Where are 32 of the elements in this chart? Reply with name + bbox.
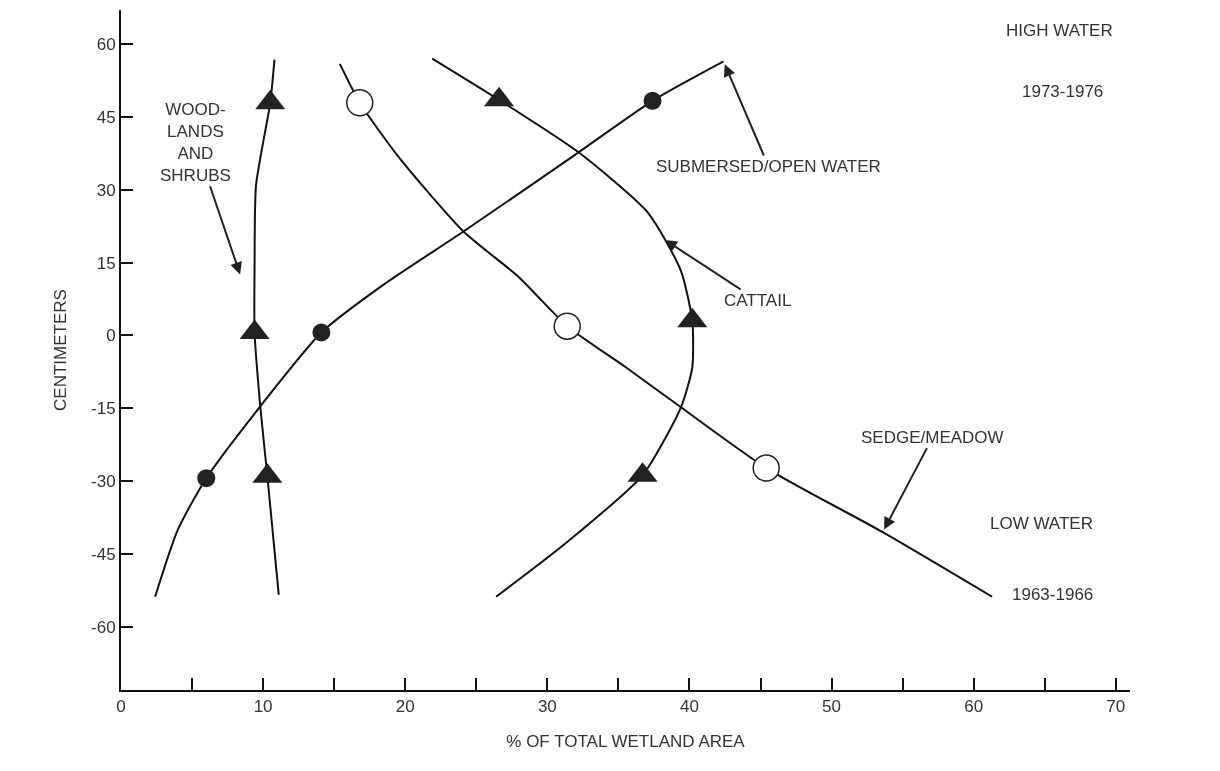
x-tick-label: 10	[253, 697, 273, 717]
annotation: HIGH WATER	[1006, 21, 1113, 40]
y-tick-label: -30	[91, 472, 116, 492]
annotation: SUBMERSED/OPEN WATER	[656, 157, 881, 176]
y-tick-label: -60	[91, 617, 116, 637]
x-tick-label: 50	[822, 697, 842, 717]
y-tick-label: -45	[91, 544, 116, 564]
point	[346, 89, 374, 117]
annotation: WOOD- LANDS AND SHRUBS	[160, 100, 231, 186]
x-axis-title: % OF TOTAL WETLAND AREA	[506, 732, 746, 752]
x-tick-label: 20	[395, 697, 415, 717]
annotation: 1963-1966	[1012, 585, 1094, 604]
annotation: CATTAIL	[724, 291, 792, 310]
point	[312, 323, 331, 342]
annotation: 1973-1976	[1022, 82, 1104, 101]
point	[752, 454, 780, 482]
point	[553, 312, 581, 340]
x-tick-label: 60	[964, 697, 984, 717]
point	[197, 469, 216, 488]
y-axis-title: CENTIMETERS	[51, 289, 71, 411]
x-tick-label: 70	[1106, 697, 1126, 717]
annotation: LOW WATER	[990, 514, 1093, 533]
y-tick-label: -15	[91, 399, 116, 419]
y-tick-label: 0	[106, 326, 116, 346]
y-tick-label: 30	[96, 180, 116, 200]
y-tick-label: 60	[96, 34, 116, 54]
y-tick-label: 15	[96, 253, 116, 273]
annotation: SEDGE/MEADOW	[861, 428, 1004, 447]
x-tick-label: 40	[679, 697, 699, 717]
point	[643, 91, 662, 110]
x-tick-label: 30	[537, 697, 557, 717]
y-tick-label: 45	[96, 107, 116, 127]
